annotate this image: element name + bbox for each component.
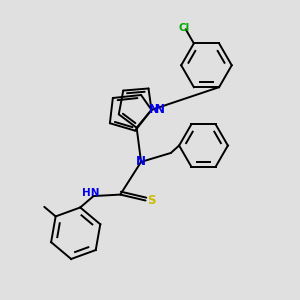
Text: N: N: [149, 103, 159, 116]
Text: N: N: [154, 103, 164, 116]
Text: S: S: [147, 194, 155, 207]
Text: N: N: [136, 155, 146, 168]
Text: Cl: Cl: [178, 23, 190, 33]
Text: HN: HN: [82, 188, 100, 197]
